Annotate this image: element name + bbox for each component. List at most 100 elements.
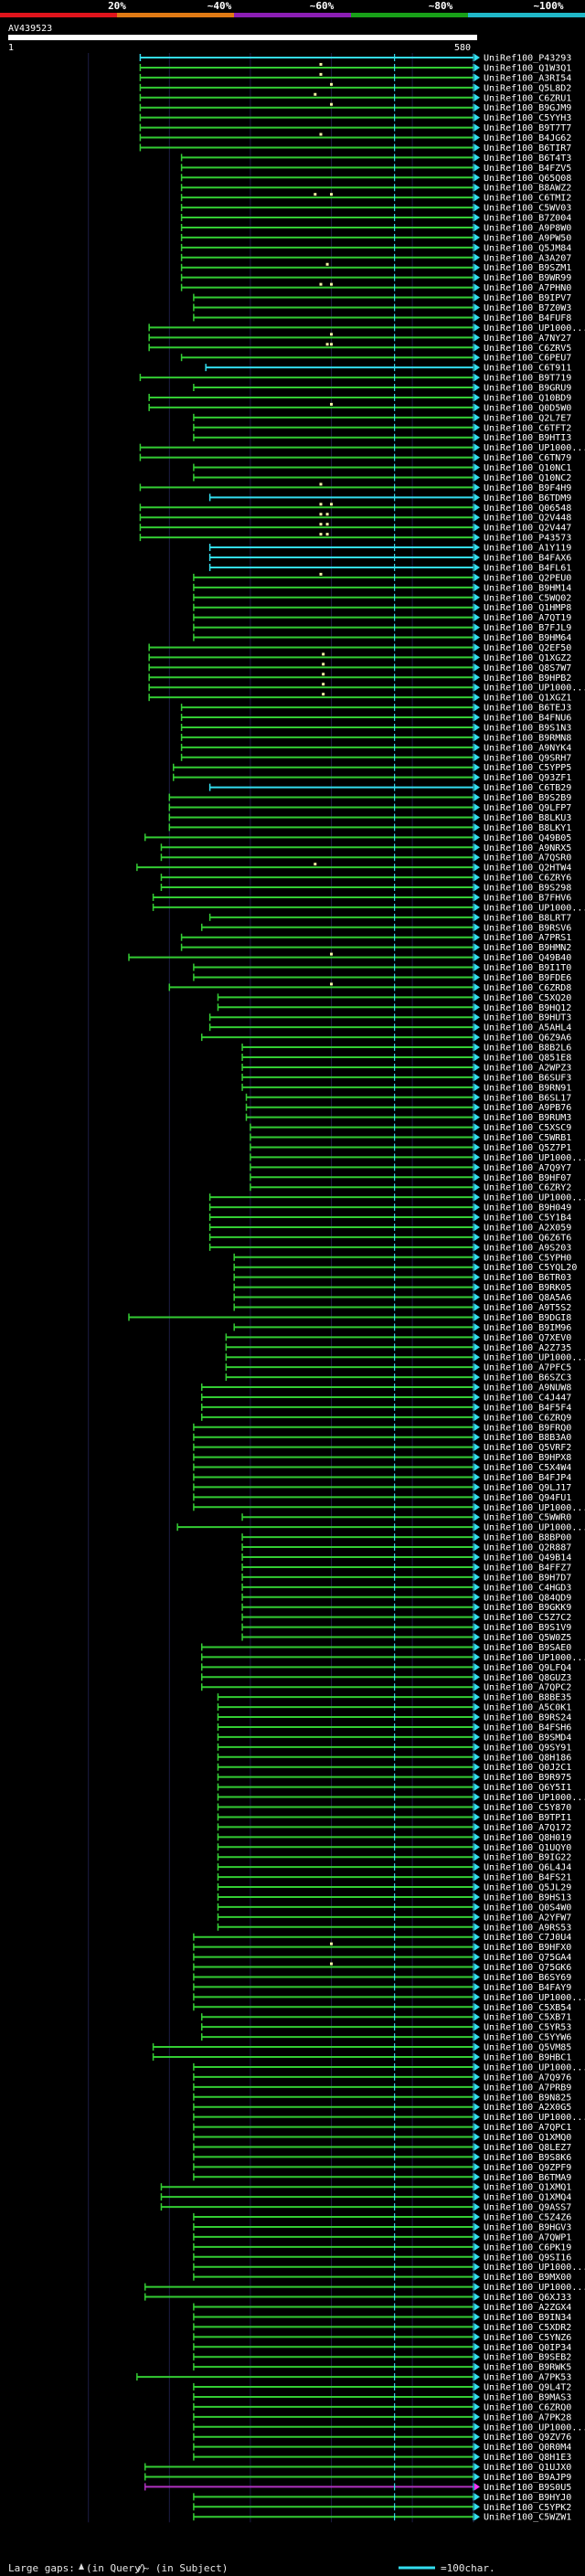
hit-arrow-icon <box>474 1123 480 1131</box>
hit-arrow-icon <box>474 753 480 761</box>
query-gap-marker <box>330 503 334 506</box>
hit-arrow-icon <box>474 1113 480 1121</box>
hit-label: UniRef100_C6PK19 <box>484 2242 571 2253</box>
hit-row: UniRef100_A7PHN0 <box>180 282 571 293</box>
hit-row: UniRef100_UP1000... <box>193 1503 585 1513</box>
hit-arrow-icon <box>474 2283 480 2291</box>
hit-row: UniRef100_B4FAY9 <box>193 1983 571 1993</box>
hit-label: UniRef100_B6SY69 <box>484 1973 571 1983</box>
hit-row: UniRef100_B6TMA9 <box>193 2173 571 2183</box>
hit-label: UniRef100_B9RSV6 <box>484 923 571 933</box>
hit-arrow-icon <box>474 514 480 522</box>
hit-row: UniRef100_UP1000... <box>250 1153 585 1163</box>
hit-row: UniRef100_Q93ZF1 <box>172 773 571 783</box>
hit-arrow-icon <box>474 783 480 791</box>
hit-row: UniRef100_A7QPC1 <box>193 2123 571 2133</box>
hit-arrow-icon <box>474 483 480 492</box>
hit-arrow-icon <box>474 1973 480 1981</box>
hit-row: UniRef100_Q5JM84 <box>180 243 571 253</box>
hit-row: UniRef100_C6PK19 <box>193 2242 571 2253</box>
hit-arrow-icon <box>474 263 480 271</box>
hit-arrow-icon <box>474 1823 480 1831</box>
hit-arrow-icon <box>474 164 480 172</box>
hit-arrow-icon <box>474 123 480 132</box>
hit-row: UniRef100_Q1XMQ1 <box>160 2183 571 2193</box>
hit-arrow-icon <box>474 1553 480 1561</box>
hit-row: UniRef100_B7Z004 <box>180 214 571 224</box>
hit-arrow-icon <box>474 1763 480 1771</box>
hit-row: UniRef100_Q9ZV76 <box>193 2433 571 2443</box>
hit-arrow-icon <box>474 2143 480 2151</box>
hit-arrow-icon <box>474 1723 480 1731</box>
hit-row: UniRef100_B9RSV6 <box>201 923 571 933</box>
hit-arrow-icon <box>474 393 480 401</box>
hit-label: UniRef100_B9RK05 <box>484 1283 571 1293</box>
hit-row: UniRef100_B9H7D7 <box>241 1573 571 1583</box>
hit-arrow-icon <box>474 874 480 882</box>
query-gap-marker <box>322 693 325 696</box>
hit-label: UniRef100_Q5W0Z5 <box>484 1633 571 1643</box>
hit-row: UniRef100_C5WRB1 <box>250 1133 571 1143</box>
hit-arrow-icon <box>474 1013 480 1022</box>
hit-arrow-icon <box>474 1243 480 1251</box>
hit-arrow-icon <box>474 2113 480 2121</box>
hit-arrow-icon <box>474 1073 480 1081</box>
hit-row: UniRef100_B9HTI3 <box>193 433 571 443</box>
hit-label: UniRef100_Q65Q08 <box>484 174 571 184</box>
hit-label: UniRef100_A2Z735 <box>484 1343 571 1353</box>
hit-label: UniRef100_Q0D5W0 <box>484 403 571 413</box>
hit-row: UniRef100_C6TB29 <box>208 783 571 793</box>
hit-arrow-icon <box>474 334 480 342</box>
hit-arrow-icon <box>474 563 480 571</box>
hit-row: UniRef100_B9RK05 <box>233 1283 571 1293</box>
hit-label: UniRef100_A7PRS1 <box>484 933 571 943</box>
hit-label: UniRef100_C7J0U4 <box>484 1933 571 1943</box>
hit-arrow-icon <box>474 1173 480 1182</box>
hit-row: UniRef100_B4F5F4 <box>201 1403 571 1413</box>
hit-label: UniRef100_B8LKY1 <box>484 823 571 833</box>
hit-arrow-icon <box>474 643 480 652</box>
query-gap-marker <box>319 62 323 66</box>
hit-label: UniRef100_Q9LFQ4 <box>484 1663 571 1673</box>
hit-row: UniRef100_Q0IP34 <box>193 2343 571 2353</box>
hit-arrow-icon <box>474 1323 480 1331</box>
hit-label: UniRef100_Q6Z9A6 <box>484 1034 571 1044</box>
hit-row: UniRef100_C6T911 <box>205 364 571 374</box>
hit-row: UniRef100_A7Q976 <box>193 2072 571 2083</box>
hit-row: UniRef100_UP1000... <box>152 903 585 913</box>
hit-row: UniRef100_Q8GUZ3 <box>201 1673 571 1683</box>
hit-arrow-icon <box>474 1813 480 1821</box>
hit-row: UniRef100_Q0D5W0 <box>148 402 571 413</box>
query-gap-marker <box>319 482 323 486</box>
query-gap-marker <box>322 652 325 656</box>
hit-label: UniRef100_B9HTI3 <box>484 433 571 443</box>
hit-row: UniRef100_Q49B14 <box>241 1553 571 1564</box>
hit-row: UniRef100_Q1W3Q1 <box>139 62 571 73</box>
hit-row: UniRef100_C5WQ02 <box>193 593 571 603</box>
hit-label: UniRef100_UP1000... <box>484 1153 585 1163</box>
hit-label: UniRef100_Q1XMQ1 <box>484 2183 571 2193</box>
hit-row: UniRef100_B9HPX8 <box>193 1453 571 1463</box>
hit-label: UniRef100_C6TMI2 <box>484 194 571 204</box>
hit-label: UniRef100_Q0J2C1 <box>484 1763 571 1773</box>
hit-label: UniRef100_Q84QD9 <box>484 1593 571 1603</box>
hit-label: UniRef100_B9HS13 <box>484 1892 571 1903</box>
hit-row: UniRef100_B4FAX6 <box>208 554 571 564</box>
hit-row: UniRef100_UP1000... <box>225 1353 585 1363</box>
hit-arrow-icon <box>474 953 480 961</box>
hit-label: UniRef100_UP1000... <box>484 1653 585 1663</box>
hit-label: UniRef100_A1Y119 <box>484 544 571 554</box>
hit-arrow-icon <box>474 433 480 441</box>
hit-row: UniRef100_Q6L4J4 <box>217 1863 571 1873</box>
hit-label: UniRef100_B9FRQ0 <box>484 1423 571 1433</box>
hit-row: UniRef100_Q5VM85 <box>152 2043 571 2053</box>
hit-arrow-icon <box>474 2273 480 2281</box>
hit-row: UniRef100_B4FSH6 <box>217 1723 571 1733</box>
scale-end-label: 580 <box>454 43 471 53</box>
hit-label: UniRef100_C6ZRY2 <box>484 1183 571 1193</box>
query-gap-marker-icon <box>79 2563 84 2570</box>
hit-arrow-icon <box>474 103 480 111</box>
colorbar-segment <box>468 13 585 17</box>
hit-row: UniRef100_C5X4W4 <box>193 1463 571 1473</box>
hit-label: UniRef100_A7QT19 <box>484 613 571 623</box>
